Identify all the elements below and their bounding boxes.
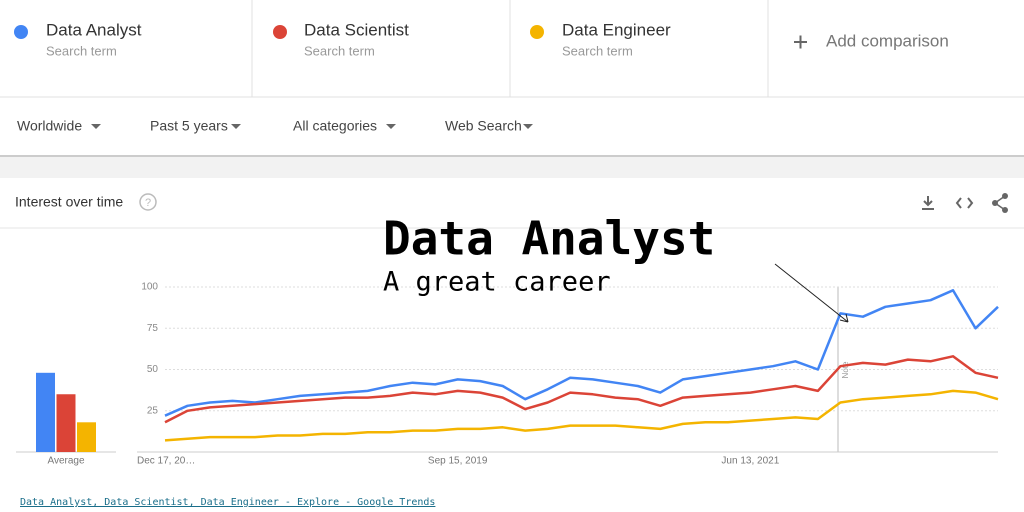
term-dot xyxy=(273,25,287,39)
x-tick-label: Jun 13, 2021 xyxy=(721,456,779,467)
y-tick-label: 100 xyxy=(141,282,158,293)
term-name[interactable]: Data Analyst xyxy=(46,20,142,39)
average-bar xyxy=(77,422,96,452)
embed-icon[interactable] xyxy=(955,197,974,209)
annotation-arrow xyxy=(774,263,849,323)
term-dot xyxy=(14,25,28,39)
plus-icon[interactable] xyxy=(794,35,807,49)
filter[interactable]: All categories xyxy=(293,118,377,134)
filter[interactable]: Past 5 years xyxy=(150,118,228,134)
series-line xyxy=(164,289,999,417)
filter[interactable]: Web Search xyxy=(445,118,522,134)
term-sub: Search term xyxy=(304,43,375,58)
annotation-subtitle: A great career xyxy=(383,267,611,298)
x-tick-label: Dec 17, 20… xyxy=(137,456,195,467)
footer-link[interactable]: Data Analyst, Data Scientist, Data Engin… xyxy=(20,497,435,508)
y-tick-label: 50 xyxy=(147,364,159,375)
filter[interactable]: Worldwide xyxy=(17,118,82,134)
series-line xyxy=(164,389,999,442)
panel-title: Interest over time xyxy=(15,194,123,210)
series-line xyxy=(164,355,999,424)
average-bar xyxy=(36,372,55,452)
term-name[interactable]: Data Scientist xyxy=(304,20,409,39)
term-name[interactable]: Data Engineer xyxy=(562,20,671,39)
header xyxy=(0,0,1024,97)
annotation-title: Data Analyst xyxy=(383,212,715,266)
term-sub: Search term xyxy=(46,43,117,58)
term-dot xyxy=(530,25,544,39)
x-label: Average xyxy=(47,456,85,467)
gap xyxy=(0,156,1024,178)
add-comparison[interactable]: Add comparison xyxy=(826,31,949,50)
svg-text:?: ? xyxy=(145,197,151,209)
y-tick-label: 75 xyxy=(147,323,159,334)
y-tick-label: 25 xyxy=(147,405,159,416)
help-icon[interactable] xyxy=(139,193,157,211)
share-icon[interactable] xyxy=(992,193,1008,213)
average-bar xyxy=(56,394,76,452)
x-tick-label: Sep 15, 2019 xyxy=(428,456,488,467)
term-sub: Search term xyxy=(562,43,633,58)
download-icon[interactable] xyxy=(922,196,934,210)
